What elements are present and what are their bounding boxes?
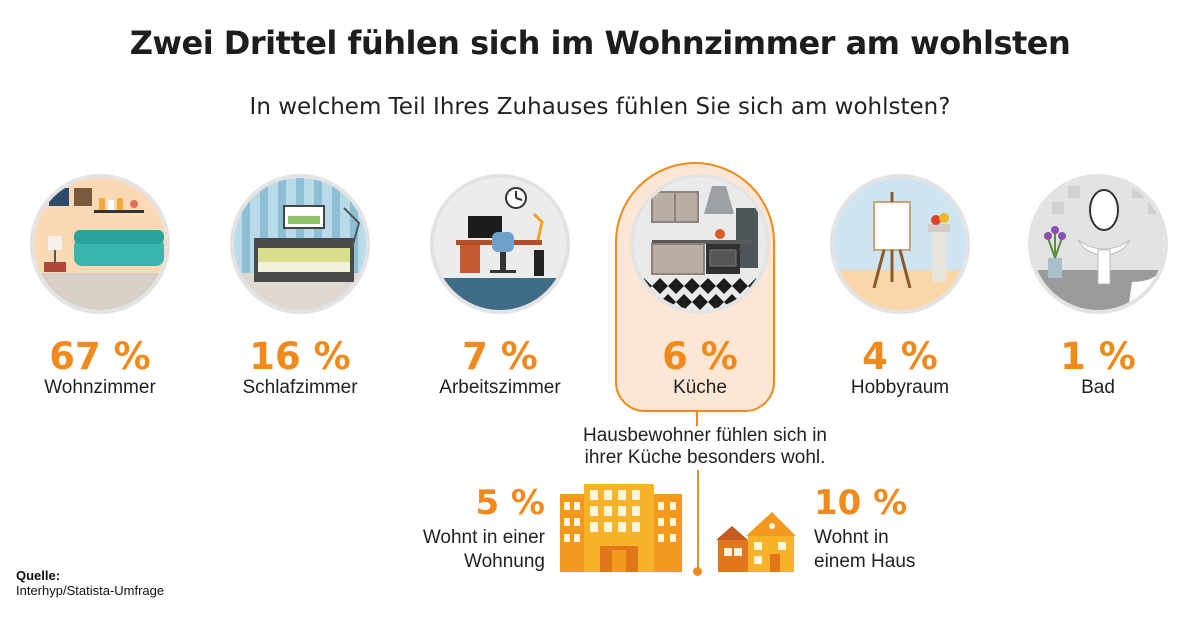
kitchen-note-line: Hausbewohner fühlen sich in — [583, 425, 827, 446]
apartment-label: Wohnt in einer Wohnung — [380, 526, 545, 574]
category-label: Hobbyraum — [850, 377, 950, 398]
category-label: Arbeitszimmer — [439, 377, 561, 398]
kitchen-note-line: ihrer Küche besonders wohl. — [584, 447, 826, 468]
living-room-icon — [30, 174, 170, 314]
house-icon — [716, 512, 796, 572]
apartment-value: 5 % — [475, 483, 545, 523]
house-value: 10 % — [814, 483, 908, 523]
kitchen-icon — [630, 174, 770, 314]
category-value: 7 % — [462, 335, 538, 378]
category-value: 16 % — [249, 335, 351, 378]
breakdown-divider — [697, 470, 699, 570]
breakdown-divider-dot — [693, 567, 702, 576]
bathroom-icon — [1028, 174, 1168, 314]
office-icon — [430, 174, 570, 314]
apartment-building-icon — [560, 484, 682, 572]
apartment-label-line: Wohnt in einer — [422, 527, 545, 548]
apartment-label-line: Wohnung — [464, 551, 545, 572]
source-title: Quelle: — [16, 568, 61, 583]
category-label: Wohnzimmer — [44, 377, 156, 398]
category-label: Küche — [673, 377, 727, 398]
house-label-line: einem Haus — [814, 551, 916, 572]
bedroom-icon — [230, 174, 370, 314]
hobby-room-icon — [830, 174, 970, 314]
category-label: Bad — [1081, 377, 1115, 398]
source-text: Interhyp/Statista-Umfrage — [16, 583, 165, 598]
category-value: 6 % — [662, 335, 738, 378]
chart-title: Zwei Drittel fühlen sich im Wohnzimmer a… — [129, 24, 1071, 62]
house-label: Wohnt in einem Haus — [814, 526, 974, 574]
house-label-line: Wohnt in — [814, 527, 889, 548]
category-label: Schlafzimmer — [242, 377, 358, 398]
category-value: 4 % — [862, 335, 938, 378]
category-value: 1 % — [1060, 335, 1136, 378]
category-value: 67 % — [49, 335, 151, 378]
chart-subtitle: In welchem Teil Ihres Zuhauses fühlen Si… — [249, 94, 951, 120]
kitchen-note: Hausbewohner fühlen sich in ihrer Küche … — [555, 425, 855, 469]
kitchen-highlight-connector — [696, 410, 698, 426]
